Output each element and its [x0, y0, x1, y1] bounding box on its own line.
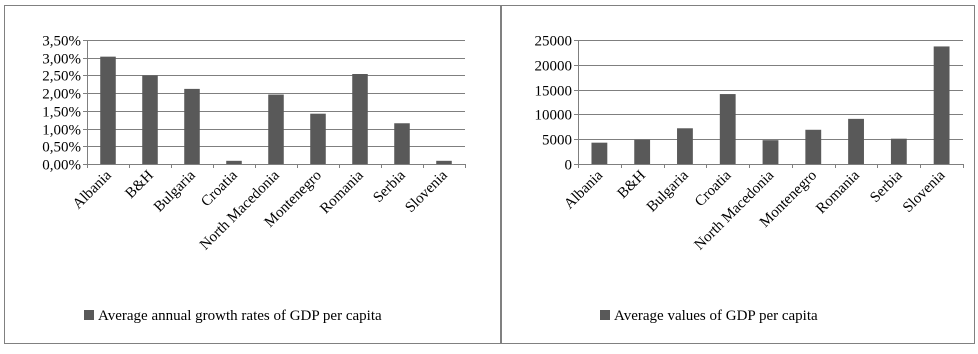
x-category-label: B&H — [123, 167, 157, 201]
bar — [268, 94, 284, 164]
bar — [890, 138, 907, 164]
x-category-label: Slovenia — [900, 167, 949, 216]
y-tick-label: 10000 — [535, 108, 573, 124]
x-category-label: Serbia — [370, 167, 409, 206]
x-category-label: B&H — [615, 167, 649, 201]
panel-frame — [4, 5, 501, 344]
bar — [634, 139, 651, 164]
y-tick-label: 0 — [565, 158, 573, 174]
y-tick-label: 1,00% — [42, 123, 81, 139]
chart-right: 0 5000 10000 15000 20000 25000 Albania B&HBulga… — [501, 5, 975, 344]
panel-frame — [501, 5, 975, 344]
y-tick-label: 0,00% — [42, 158, 81, 174]
legend-swatch — [600, 310, 610, 320]
y-tick-label: 0,50% — [42, 140, 81, 156]
x-category-label: Croatia — [692, 167, 735, 210]
bar — [352, 74, 368, 164]
legend-label: Average annual growth rates of GDP per c… — [98, 308, 382, 324]
bar — [100, 56, 116, 164]
bar — [762, 140, 779, 164]
x-category-label: Bulgaria — [151, 167, 199, 215]
bar — [226, 160, 242, 164]
bar — [436, 160, 452, 164]
y-tick-label: 1,50% — [42, 105, 81, 121]
x-category-label: Romania — [317, 167, 367, 217]
x-category-label: Albania — [561, 167, 606, 212]
y-tick-label: 5000 — [542, 133, 572, 149]
x-category-label: Serbia — [867, 167, 906, 206]
bar — [142, 75, 158, 164]
y-tick-label: 2,00% — [42, 87, 81, 103]
bar — [677, 128, 693, 164]
x-category-label: Bulgaria — [644, 167, 692, 215]
y-tick-label: 20000 — [535, 59, 573, 75]
y-tick-label: 25000 — [535, 34, 573, 50]
x-category-label: Slovenia — [402, 167, 451, 216]
bar — [310, 113, 326, 164]
y-tick-label: 3,00% — [42, 52, 81, 68]
bar — [394, 123, 410, 164]
chart-left: 0,00% 0,50%1,00% 1,50% 2,00% 2,50%3,00% 3,50%… — [4, 5, 501, 344]
y-tick-label: 2,50% — [42, 69, 81, 85]
y-tick-label: 3,50% — [42, 34, 81, 50]
legend-label: Average values of GDP per capita — [614, 308, 818, 324]
bar — [184, 88, 200, 164]
x-category-label: Romania — [813, 167, 863, 217]
bar — [719, 94, 736, 164]
bar — [933, 46, 950, 165]
bar — [591, 142, 608, 164]
legend-swatch — [84, 310, 94, 320]
bar — [848, 118, 864, 164]
bar — [805, 129, 822, 164]
y-tick-label: 15000 — [535, 84, 573, 100]
x-category-label: Albania — [70, 167, 115, 212]
